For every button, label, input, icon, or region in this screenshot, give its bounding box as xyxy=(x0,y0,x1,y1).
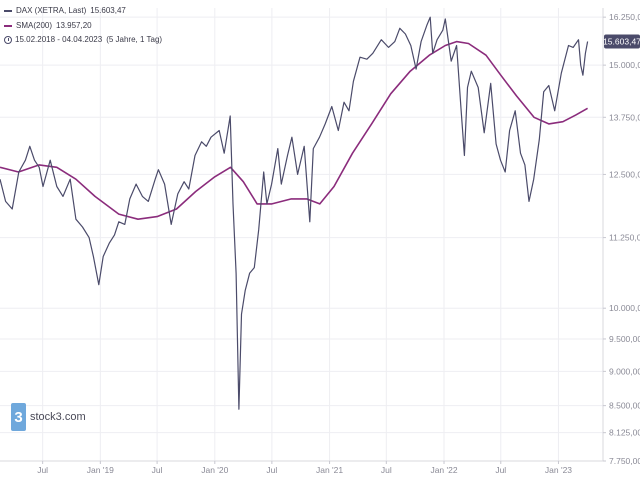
stock3-logo: 3 stock3.com xyxy=(11,403,86,431)
x-tick-label: Jul xyxy=(37,465,48,475)
x-axis-ticks: Jul Jan '19 Jul Jan '20 Jul Jan '21 Jul Jan '22… xyxy=(37,461,572,475)
legend-dax-value: 15.603,47 xyxy=(90,6,126,15)
logo-badge: 3 xyxy=(11,403,26,431)
y-tick-label: 8.500,00 xyxy=(609,401,640,411)
y-tick-label: 11.250,00 xyxy=(609,233,640,243)
y-tick-label: 15.000,00 xyxy=(609,60,640,70)
dax-price-line xyxy=(0,16,589,410)
chart-legend: DAX (XETRA, Last) 15.603,47 SMA(200) 13.… xyxy=(4,4,162,48)
last-value-text: 15.603,47 xyxy=(603,36,640,46)
y-tick-label: 9.000,00 xyxy=(609,366,640,376)
clock-icon xyxy=(4,36,12,45)
y-tick-label: 12.500,00 xyxy=(609,169,640,179)
x-tick-label: Jan '20 xyxy=(201,465,228,475)
y-tick-label: 13.750,00 xyxy=(609,112,640,122)
x-tick-label: Jan '19 xyxy=(87,465,114,475)
x-tick-label: Jan '23 xyxy=(545,465,572,475)
last-value-badge: 15.603,47 xyxy=(603,34,640,49)
y-tick-label: 9.500,00 xyxy=(609,334,640,344)
logo-text: stock3.com xyxy=(30,411,86,423)
sma-swatch xyxy=(4,24,12,27)
legend-period: (5 Jahre, 1 Tag) xyxy=(106,35,163,44)
series-lines xyxy=(0,16,589,410)
legend-range: 15.02.2018 - 04.04.2023 xyxy=(15,35,103,44)
grid-lines xyxy=(0,8,603,462)
legend-dax-label: DAX (XETRA, Last) xyxy=(16,6,87,15)
y-tick-label: 7.750,00 xyxy=(609,456,640,466)
dax-swatch xyxy=(4,10,12,13)
x-tick-label: Jan '21 xyxy=(316,465,343,475)
x-tick-label: Jul xyxy=(152,465,163,475)
y-tick-label: 10.000,00 xyxy=(609,303,640,313)
legend-item-range: 15.02.2018 - 04.04.2023 (5 Jahre, 1 Tag) xyxy=(4,33,162,48)
x-tick-label: Jul xyxy=(266,465,277,475)
last-value-box xyxy=(604,34,640,49)
y-tick-label: 8.125,00 xyxy=(609,428,640,438)
legend-item-sma: SMA(200) 13.957,20 xyxy=(4,19,162,34)
x-tick-label: Jan '22 xyxy=(430,465,457,475)
legend-item-dax: DAX (XETRA, Last) 15.603,47 xyxy=(4,4,162,19)
x-tick-label: Jul xyxy=(381,465,392,475)
legend-sma-value: 13.957,20 xyxy=(56,20,92,30)
y-axis-ticks: 7.750,00 8.125,00 8.500,00 9.000,00 9.500,00… xyxy=(603,12,640,466)
x-tick-label: Jul xyxy=(495,465,506,475)
sma200-line xyxy=(0,40,588,220)
y-tick-label: 16.250,00 xyxy=(609,12,640,22)
legend-sma-label: SMA(200) xyxy=(16,20,53,30)
